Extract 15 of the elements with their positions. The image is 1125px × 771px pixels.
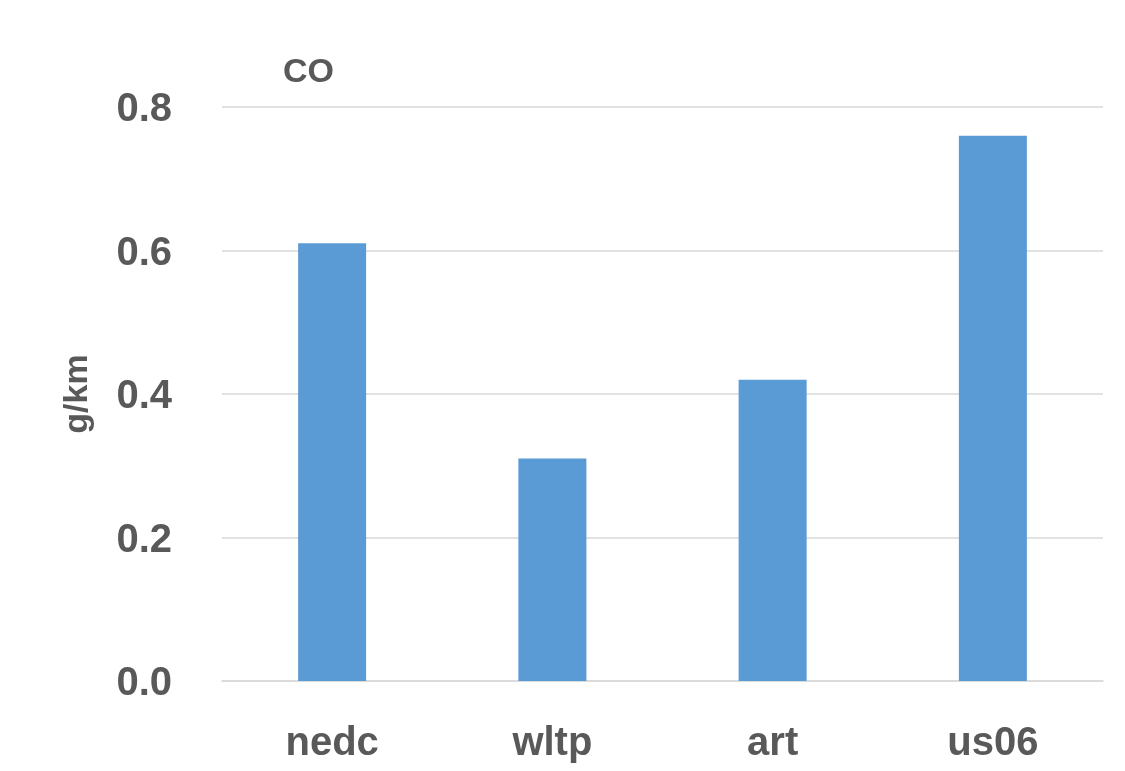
chart-title: CO: [283, 51, 334, 89]
x-tick-label: us06: [947, 719, 1039, 763]
bar: [518, 458, 587, 681]
bar: [738, 379, 807, 681]
x-tick-label: art: [747, 719, 799, 763]
bar: [298, 243, 367, 681]
y-tick-label: 0.4: [116, 372, 173, 416]
y-tick-label: 0.0: [116, 659, 172, 703]
bar: [958, 135, 1027, 681]
x-tick-label: wltp: [511, 719, 593, 763]
y-tick-label: 0.8: [116, 85, 172, 129]
y-tick-label: 0.6: [116, 228, 172, 273]
y-tick-label: 0.2: [116, 515, 172, 560]
x-tick-label: nedc: [285, 719, 379, 763]
y-axis-title: g/km: [56, 354, 94, 434]
